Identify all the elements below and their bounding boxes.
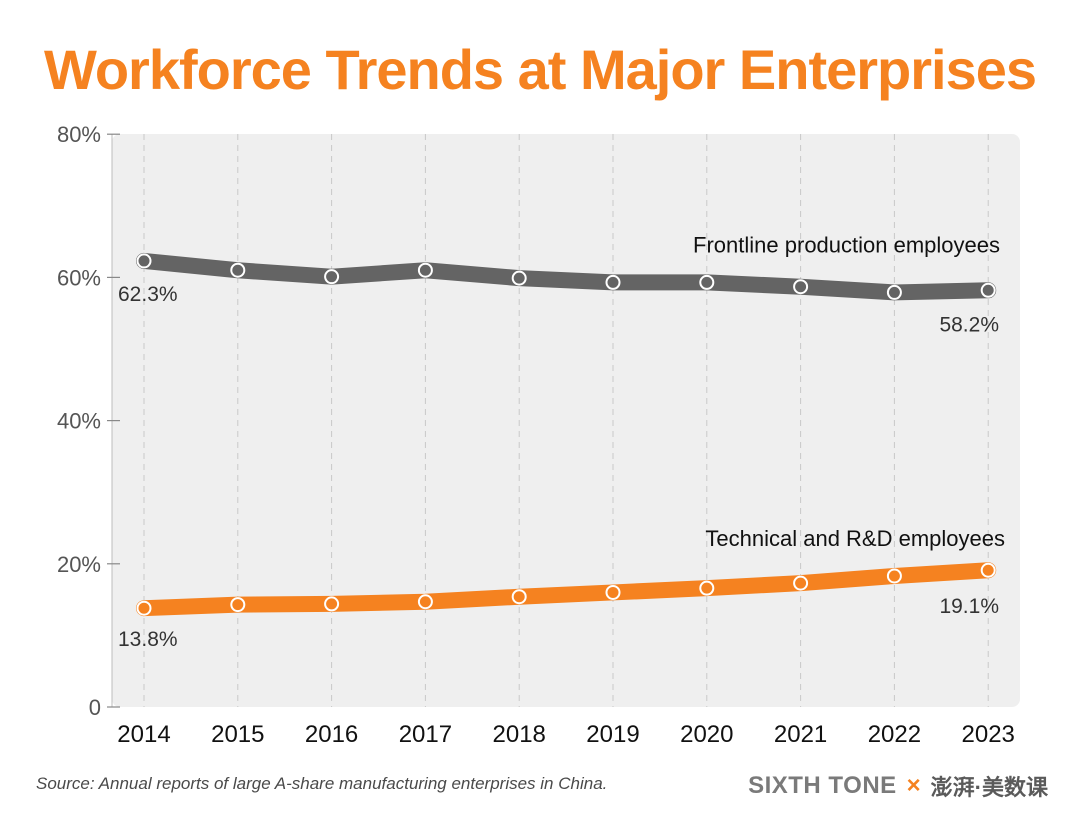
data-point [605, 274, 621, 290]
data-point [136, 253, 152, 269]
source-note: Source: Annual reports of large A-share … [36, 774, 608, 793]
data-point [886, 568, 902, 584]
data-point [886, 284, 902, 300]
series-label-frontline: Frontline production employees [693, 232, 1000, 257]
x-tick-label: 2014 [117, 721, 170, 748]
y-tick-label: 0 [89, 695, 101, 720]
data-point [793, 279, 809, 295]
series [136, 252, 997, 617]
y-tick-label: 20% [57, 552, 101, 577]
data-point [417, 594, 433, 610]
data-point [980, 282, 996, 298]
labels: Frontline production employees Technical … [118, 232, 1005, 651]
data-point [136, 600, 152, 616]
data-point [511, 270, 527, 286]
data-label-start: 62.3% [118, 283, 178, 306]
data-label-start: 13.8% [118, 628, 178, 651]
y-tick-label: 40% [57, 409, 101, 434]
y-tick-label: 80% [57, 122, 101, 147]
x-tick-label: 2015 [211, 721, 264, 748]
x-tick-label: 2023 [962, 721, 1015, 748]
x-tick-label: 2017 [399, 721, 452, 748]
data-point [417, 262, 433, 278]
data-point [793, 575, 809, 591]
series-line-0 [136, 252, 997, 301]
data-label-end: 58.2% [939, 313, 999, 336]
x-tick-label: 2019 [586, 721, 639, 748]
data-point [511, 589, 527, 605]
data-point [324, 596, 340, 612]
brand-logos: SIXTH TONE × 澎湃·美数课 [748, 770, 1048, 802]
data-point [605, 584, 621, 600]
x-tick-label: 2016 [305, 721, 358, 748]
x-tick-label: 2022 [868, 721, 921, 748]
series-label-technical: Technical and R&D employees [705, 526, 1005, 551]
chart-title: Workforce Trends at Major Enterprises [43, 38, 1037, 101]
x-tick-label: 2021 [774, 721, 827, 748]
data-point [699, 274, 715, 290]
partner-logo: 澎湃·美数课 [930, 775, 1048, 800]
cross-icon: × [906, 772, 921, 799]
data-label-end: 19.1% [939, 595, 999, 618]
data-point [230, 597, 246, 613]
sixth-tone-logo: SIXTH TONE [748, 772, 897, 799]
y-tick-label: 60% [57, 265, 101, 290]
series-line-1 [136, 562, 997, 617]
x-tick-label: 2020 [680, 721, 733, 748]
axes: 2014 2015 2016 2017 2018 2019 2020 2021 2022 2023… [57, 122, 1015, 748]
data-point [324, 269, 340, 285]
data-point [230, 262, 246, 278]
plot-area [112, 134, 1020, 707]
data-point [699, 580, 715, 596]
data-point [980, 562, 996, 578]
x-tick-label: 2018 [493, 721, 546, 748]
